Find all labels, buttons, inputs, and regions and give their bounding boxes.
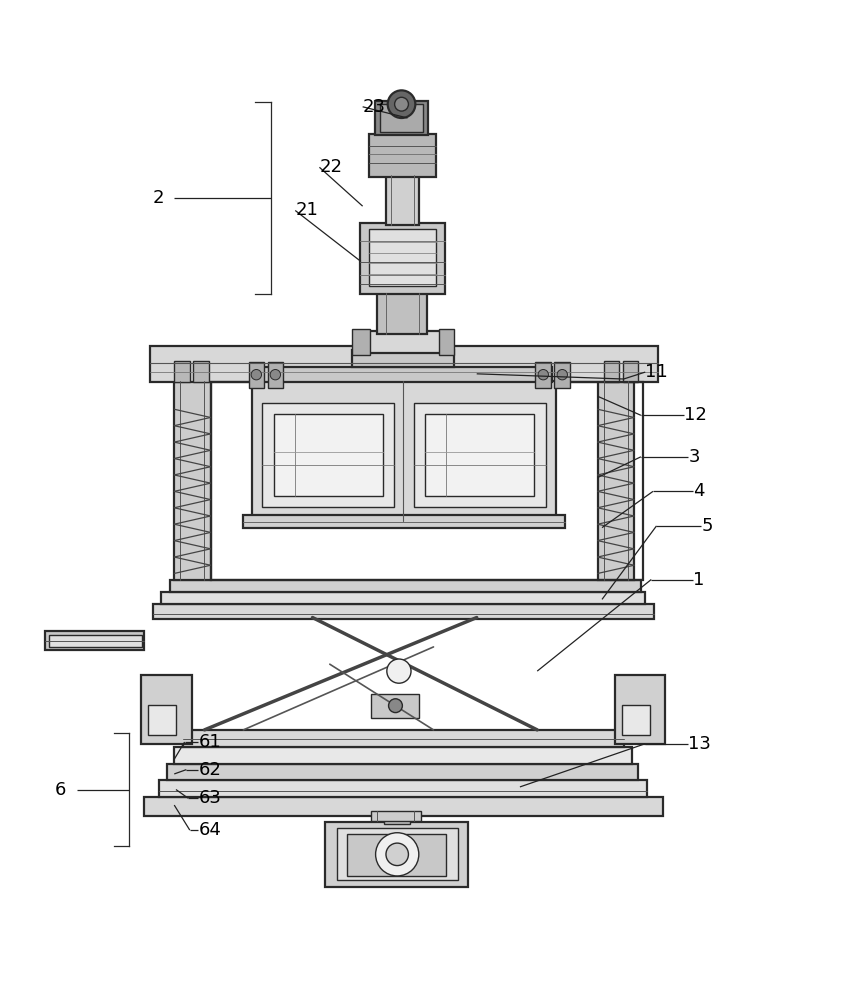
Circle shape — [388, 699, 402, 713]
Circle shape — [387, 659, 411, 683]
Bar — [274, 414, 382, 496]
Text: 64: 64 — [199, 821, 221, 839]
Bar — [555, 362, 570, 388]
Text: 62: 62 — [199, 761, 221, 779]
Text: 23: 23 — [362, 98, 386, 116]
Circle shape — [386, 843, 408, 866]
Bar — [153, 604, 654, 619]
Circle shape — [538, 370, 549, 380]
Bar — [257, 367, 552, 382]
Text: 61: 61 — [199, 733, 221, 751]
Text: 2: 2 — [153, 189, 164, 207]
Circle shape — [375, 833, 419, 876]
Bar — [167, 764, 638, 780]
Bar — [368, 229, 436, 286]
Bar — [161, 592, 645, 604]
Bar — [371, 694, 419, 718]
Bar — [425, 414, 534, 496]
Bar — [174, 747, 632, 764]
Bar — [377, 293, 427, 334]
Text: 13: 13 — [688, 735, 711, 753]
Bar — [615, 675, 665, 744]
Bar — [360, 223, 445, 294]
Bar — [193, 361, 209, 382]
Bar — [439, 329, 454, 355]
Text: 12: 12 — [684, 406, 707, 424]
Bar — [49, 635, 142, 647]
Bar — [368, 134, 436, 177]
Bar — [361, 331, 446, 353]
Text: 1: 1 — [693, 571, 704, 589]
Bar — [380, 104, 423, 132]
Bar — [174, 381, 211, 580]
Bar — [371, 811, 421, 821]
Bar — [352, 329, 369, 355]
Bar — [244, 515, 565, 528]
Text: 4: 4 — [693, 482, 704, 500]
Bar — [603, 361, 619, 382]
Bar — [144, 797, 662, 816]
Circle shape — [388, 90, 415, 118]
Bar — [597, 381, 634, 580]
Bar — [249, 362, 264, 388]
Bar — [44, 631, 144, 650]
Bar — [384, 817, 410, 824]
Text: 6: 6 — [55, 781, 67, 799]
Circle shape — [394, 97, 408, 111]
Bar — [336, 828, 458, 880]
Text: 21: 21 — [296, 201, 318, 219]
Bar — [622, 705, 650, 735]
Bar — [536, 362, 551, 388]
Bar — [623, 361, 638, 382]
Bar — [375, 101, 428, 135]
Text: 22: 22 — [319, 158, 342, 176]
Circle shape — [557, 370, 568, 380]
Bar — [141, 675, 192, 744]
Bar — [211, 382, 642, 580]
Bar — [148, 705, 176, 735]
Circle shape — [271, 370, 281, 380]
Circle shape — [251, 370, 262, 380]
Bar — [263, 403, 394, 507]
Bar — [386, 175, 419, 225]
Bar — [252, 381, 557, 521]
Bar — [159, 780, 647, 797]
Bar — [325, 822, 468, 887]
Bar — [183, 730, 623, 747]
Bar — [347, 834, 447, 876]
Text: 3: 3 — [688, 448, 700, 466]
Bar — [352, 350, 454, 367]
Text: 11: 11 — [645, 363, 668, 381]
Bar — [170, 580, 641, 592]
Bar — [268, 362, 284, 388]
Bar — [414, 403, 546, 507]
Text: 63: 63 — [199, 789, 221, 807]
Bar — [150, 346, 658, 382]
Bar — [174, 361, 190, 382]
Text: 5: 5 — [701, 517, 713, 535]
